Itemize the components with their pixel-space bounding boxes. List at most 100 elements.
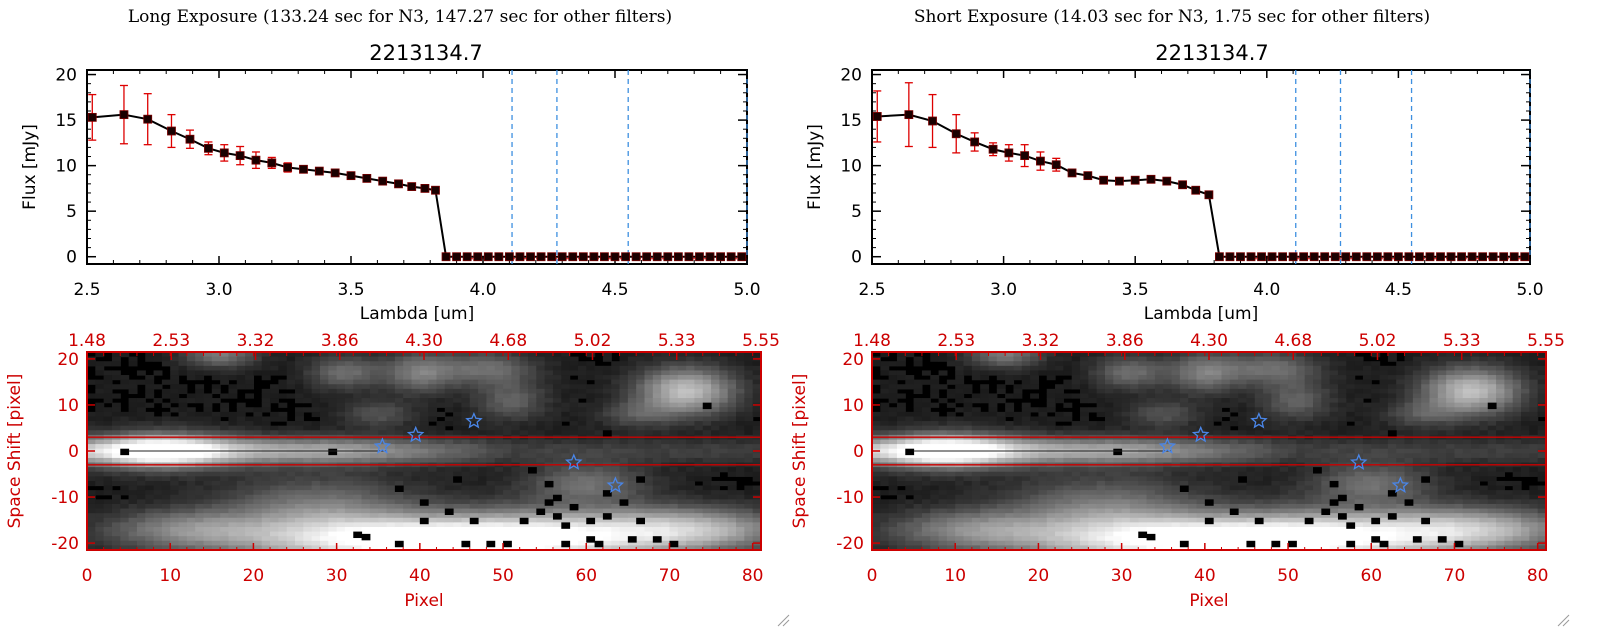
data-point [590,253,598,261]
data-point [727,253,735,261]
panel-short-exposure: Short Exposure (14.03 sec for N3, 1.75 s… [790,7,1565,611]
y-tick-label: 20 [840,66,862,86]
y-tick-label: 5 [851,202,862,222]
y-tick-label: 0 [66,248,77,268]
data-point [1310,253,1318,261]
image-top-tick-label: 5.02 [1359,331,1397,351]
bad-pixel [353,532,362,538]
data-point [315,167,323,175]
data-point [1479,253,1487,261]
data-point [1373,253,1381,261]
data-point [643,253,651,261]
data-point [695,253,703,261]
data-point [537,253,545,261]
data-point [1289,253,1297,261]
bad-pixel [1346,522,1355,528]
x-tick-label: 2.5 [858,280,885,300]
bad-pixel [586,536,595,542]
data-point [1226,253,1234,261]
image-x-tick-label: 50 [492,566,514,586]
bad-pixel [453,476,462,482]
y-tick-label: 10 [840,157,862,177]
image-top-tick-label: 5.55 [742,331,780,351]
x-tick-label: 3.5 [337,280,364,300]
image-x-tick-label: 10 [159,566,181,586]
image-x-tick-label: 80 [1527,566,1549,586]
data-point [1468,253,1476,261]
data-point [495,253,503,261]
y-tick-label: 5 [66,202,77,222]
bad-pixel [120,449,129,455]
bad-pixel [1255,518,1264,524]
data-point [1258,253,1266,261]
data-point [1510,253,1518,261]
image-y-axis-label: Space Shift [pixel] [5,374,25,529]
data-point [1342,253,1350,261]
image-top-tick-label: 4.30 [405,331,443,351]
bad-pixel [553,513,562,519]
resize-grip-right[interactable] [1556,612,1570,626]
data-point [1179,181,1187,189]
bad-pixel [1355,504,1364,510]
data-point [1489,253,1497,261]
data-point [1052,161,1060,169]
bad-pixel [420,518,429,524]
image-x-tick-label: 70 [1444,566,1466,586]
data-point [1131,176,1139,184]
image-x-tick-label: 20 [243,566,265,586]
image-top-tick-label: 1.48 [853,331,891,351]
bad-pixel [1138,532,1147,538]
data-point [1115,177,1123,185]
bad-pixel [520,518,529,524]
bad-pixel [1454,541,1463,547]
data-point [204,144,212,152]
image-top-tick-label: 4.30 [1190,331,1228,351]
data-point [167,127,175,135]
bad-pixel [653,536,662,542]
bad-pixel [1338,495,1347,501]
bad-pixel [561,541,570,547]
image-top-tick-label: 4.68 [489,331,527,351]
data-point [252,156,260,164]
spectrum-title: 2213134.7 [369,41,483,65]
x-tick-label: 3.0 [205,280,232,300]
image-y-tick-label: -10 [836,488,864,508]
panel-long-exposure: Long Exposure (133.24 sec for N3, 147.27… [5,7,780,611]
data-point [379,177,387,185]
image-top-tick-label: 3.32 [1022,331,1060,351]
image-x-axis-label: Pixel [1189,591,1228,611]
x-axis-label: Lambda [um] [1144,304,1258,324]
x-tick-label: 4.0 [469,280,496,300]
bad-pixel [603,430,612,436]
spectrum-axes-frame [87,70,747,264]
data-point [1437,253,1445,261]
x-tick-label: 5.0 [1516,280,1543,300]
bad-pixel [461,541,470,547]
data-point [442,253,450,261]
data-point [186,135,194,143]
bad-pixel [1230,509,1239,515]
data-point [873,112,881,120]
bad-pixel [620,499,629,505]
data-point [738,253,746,261]
bad-pixel [703,403,712,409]
image-top-tick-label: 1.48 [68,331,106,351]
data-point [1415,253,1423,261]
bad-pixel [905,449,914,455]
data-point [664,253,672,261]
data-point [1005,149,1013,157]
y-tick-label: 10 [55,157,77,177]
data-point [653,253,661,261]
bad-pixel [1330,499,1339,505]
data-point [579,253,587,261]
image-top-tick-label: 5.33 [658,331,696,351]
data-point [558,253,566,261]
data-point [905,111,913,119]
panel-heading: Long Exposure (133.24 sec for N3, 147.27… [128,7,672,27]
resize-grip-left[interactable] [776,612,790,626]
image-x-tick-label: 0 [867,566,878,586]
data-point [1236,253,1244,261]
